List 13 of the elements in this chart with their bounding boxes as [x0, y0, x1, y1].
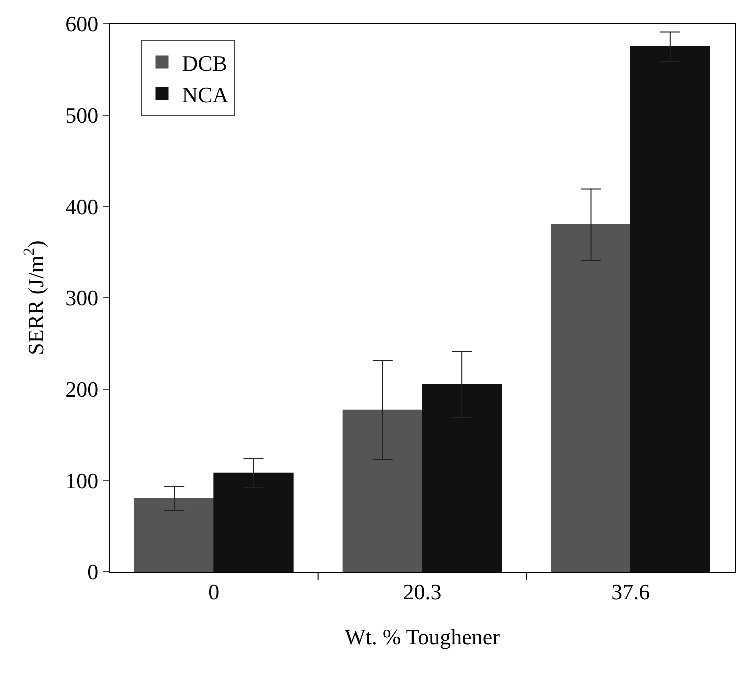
x-axis-title: Wt. % Toughener: [344, 624, 501, 650]
legend-label: DCB: [182, 50, 228, 76]
y-tick-label: 600: [66, 12, 99, 37]
legend-label: NCA: [182, 82, 229, 108]
y-tick-label: 200: [66, 377, 99, 402]
x-tick-label: 37.6: [612, 579, 650, 604]
y-tick-label: 300: [66, 286, 99, 311]
y-tick-label: 500: [66, 103, 99, 128]
x-tick-label: 0: [208, 579, 220, 604]
y-tick-label: 0: [88, 560, 99, 585]
y-tick-label: 400: [66, 194, 99, 220]
y-tick-label: 100: [66, 468, 99, 494]
x-tick-label: 20.3: [403, 579, 442, 604]
